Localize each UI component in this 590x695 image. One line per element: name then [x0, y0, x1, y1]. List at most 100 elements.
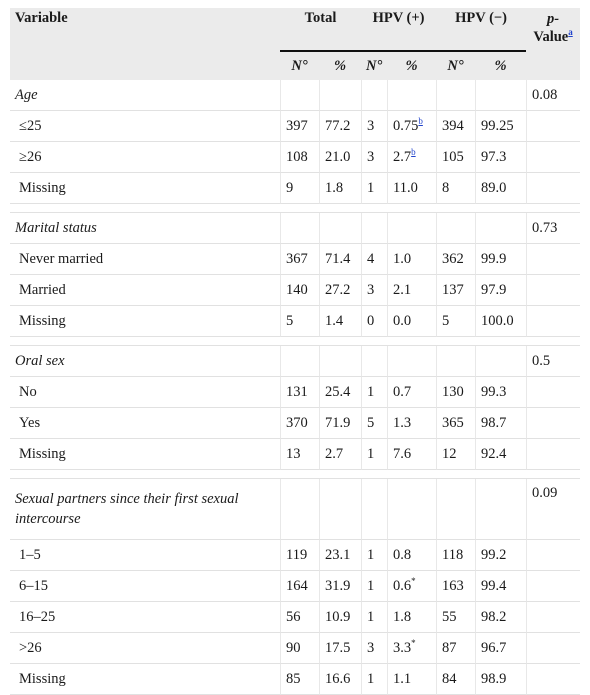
- section-label: Age: [10, 80, 280, 111]
- section-row: Marital status 0.73: [10, 213, 581, 244]
- neg-pct-cell: 99.2: [475, 540, 527, 571]
- total-pct-cell: 71.9: [319, 408, 362, 439]
- total-n-cell: 131: [280, 377, 319, 408]
- empty-cell: [280, 479, 319, 540]
- pos-n-cell: 1: [361, 602, 388, 633]
- empty-cell: [475, 213, 527, 244]
- total-n-cell: 9: [280, 173, 319, 204]
- total-n-cell: 90: [280, 633, 319, 664]
- total-pct-cell: 10.9: [319, 602, 362, 633]
- empty-cell: [361, 479, 388, 540]
- total-pct-cell: 27.2: [319, 275, 362, 306]
- table-row: Missing 5 1.4 0 0.0 5 100.0: [10, 306, 581, 337]
- neg-pct-cell: 98.7: [475, 408, 527, 439]
- significance-asterisk: *: [411, 637, 416, 648]
- pos-pct-value: 0.75: [393, 117, 419, 134]
- section-label: Sexual partners since their first sexual…: [10, 479, 280, 540]
- row-label: ≥26: [10, 142, 280, 173]
- empty-cell: [280, 346, 319, 377]
- empty-cell: [526, 633, 581, 664]
- spacer-cell: [10, 337, 581, 346]
- neg-n-cell: 84: [436, 664, 476, 695]
- empty-cell: [387, 213, 437, 244]
- total-n-cell: 140: [280, 275, 319, 306]
- empty-cell: [387, 80, 437, 111]
- empty-cell: [526, 142, 581, 173]
- footnote-b-link[interactable]: b: [411, 146, 416, 157]
- total-header: Total: [280, 8, 362, 50]
- header-row-subcols: N° % N° % N° %: [10, 50, 580, 80]
- empty-cell: [319, 346, 362, 377]
- table-row: Yes 370 71.9 5 1.3 365 98.7: [10, 408, 581, 439]
- row-label: Missing: [10, 439, 280, 470]
- empty-cell: [526, 275, 581, 306]
- table-row: 1–5 119 23.1 1 0.8 118 99.2: [10, 540, 581, 571]
- row-label: 16–25: [10, 602, 280, 633]
- neg-pct-cell: 89.0: [475, 173, 527, 204]
- pos-pct-value: 1.1: [393, 670, 412, 687]
- empty-cell: [361, 346, 388, 377]
- pos-n-cell: 4: [361, 244, 388, 275]
- neg-n-header: N°: [436, 50, 476, 80]
- section-pvalue: 0.08: [526, 80, 581, 111]
- footnote-a-link[interactable]: a: [568, 27, 573, 38]
- neg-n-cell: 12: [436, 439, 476, 470]
- pos-pct-value: 1.0: [393, 250, 412, 267]
- neg-pct-cell: 100.0: [475, 306, 527, 337]
- data-table-container: Variable Total HPV (+) HPV (−) p- Valuea…: [10, 8, 581, 695]
- row-label: No: [10, 377, 280, 408]
- footnote-b-link[interactable]: b: [418, 115, 423, 126]
- header-row-groups: Variable Total HPV (+) HPV (−) p- Valuea: [10, 8, 581, 80]
- pos-pct-value: 0.6: [393, 577, 412, 594]
- neg-pct-cell: 97.3: [475, 142, 527, 173]
- empty-cell: [361, 213, 388, 244]
- total-n-cell: 370: [280, 408, 319, 439]
- neg-pct-cell: 92.4: [475, 439, 527, 470]
- empty-cell: [526, 306, 581, 337]
- pvalue-header-value: Value: [533, 29, 569, 45]
- empty-cell: [436, 80, 476, 111]
- neg-pct-cell: 96.7: [475, 633, 527, 664]
- pos-n-cell: 1: [361, 439, 388, 470]
- empty-cell: [280, 80, 319, 111]
- total-pct-cell: 25.4: [319, 377, 362, 408]
- neg-pct-cell: 97.9: [475, 275, 527, 306]
- spacer-cell: [10, 204, 581, 213]
- total-pct-cell: 16.6: [319, 664, 362, 695]
- pos-pct-cell: 2.1: [387, 275, 437, 306]
- table-row: ≤25 397 77.2 3 0.75b 394 99.25: [10, 111, 581, 142]
- pvalue-header-p: p-: [547, 11, 560, 27]
- pos-pct-cell: 0.7: [387, 377, 437, 408]
- pos-n-header: N°: [361, 50, 388, 80]
- empty-cell: [387, 479, 437, 540]
- total-pct-cell: 1.4: [319, 306, 362, 337]
- total-n-cell: 367: [280, 244, 319, 275]
- total-pct-cell: 2.7: [319, 439, 362, 470]
- total-pct-cell: 21.0: [319, 142, 362, 173]
- pos-n-cell: 1: [361, 173, 388, 204]
- section-spacer: [10, 470, 581, 479]
- pos-pct-cell: 3.3*: [387, 633, 437, 664]
- total-pct-cell: 77.2: [319, 111, 362, 142]
- pos-pct-value: 2.7: [393, 148, 412, 165]
- pos-pct-value: 0.7: [393, 383, 412, 400]
- total-n-cell: 5: [280, 306, 319, 337]
- total-n-cell: 397: [280, 111, 319, 142]
- neg-n-cell: 5: [436, 306, 476, 337]
- pvalue-header: p- Valuea: [526, 8, 581, 80]
- neg-pct-cell: 99.4: [475, 571, 527, 602]
- section-spacer: [10, 337, 581, 346]
- empty-cell: [280, 213, 319, 244]
- table-row: ≥26 108 21.0 3 2.7b 105 97.3: [10, 142, 581, 173]
- empty-cell: [475, 346, 527, 377]
- pos-pct-header: %: [387, 50, 437, 80]
- pos-pct-cell: 1.0: [387, 244, 437, 275]
- hpv-variables-table: Variable Total HPV (+) HPV (−) p- Valuea…: [10, 8, 581, 695]
- pos-pct-value: 2.1: [393, 281, 412, 298]
- empty-cell: [475, 80, 527, 111]
- row-label: >26: [10, 633, 280, 664]
- hpv-positive-header: HPV (+): [361, 8, 437, 50]
- neg-n-cell: 118: [436, 540, 476, 571]
- empty-cell: [319, 479, 362, 540]
- pos-pct-value: 0.8: [393, 546, 412, 563]
